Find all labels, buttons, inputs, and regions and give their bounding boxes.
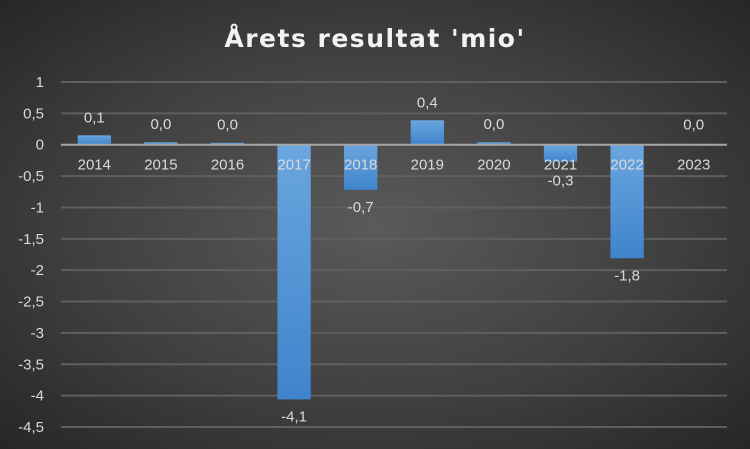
x-tick-label: 2014 (78, 157, 111, 174)
data-label: 0,0 (483, 116, 504, 133)
y-tick-label: -4 (31, 388, 44, 405)
y-tick-label: -2,5 (18, 294, 44, 311)
y-tick-label: -0,5 (18, 168, 44, 185)
y-tick-label: -3,5 (18, 356, 44, 373)
bar-2022 (610, 144, 644, 259)
x-axis-ticks: 2014 2015 2016 2017 2018 2019 2020 2021 2022 2023 (78, 157, 711, 174)
y-axis-ticks: 1 0,5 0 -0,5 -1 -1,5 -2 -2,5 -3 -3,5 -4 -4,5 (18, 74, 44, 436)
x-tick-label: 2017 (277, 157, 310, 174)
y-tick-label: 0 (36, 137, 44, 154)
bar-2017 (277, 144, 311, 400)
y-tick-label: 0,5 (23, 105, 44, 122)
bar-2018 (344, 144, 378, 190)
x-tick-label: 2015 (144, 157, 177, 174)
x-tick-label: 2023 (677, 157, 710, 174)
y-tick-label: 1 (36, 74, 44, 91)
data-label: 0,0 (683, 117, 704, 134)
y-tick-label: -3 (31, 325, 44, 342)
y-tick-label: -1,5 (18, 231, 44, 248)
bar-2019 (410, 120, 444, 145)
bar-2015 (144, 142, 178, 145)
bar-2014 (77, 135, 111, 145)
data-label: 0,0 (150, 116, 171, 133)
y-tick-label: -1 (31, 199, 44, 216)
gridlines (61, 81, 727, 428)
data-label: -0,3 (548, 173, 574, 190)
bars (77, 120, 711, 400)
x-tick-label: 2019 (411, 157, 444, 174)
bar-2020 (477, 142, 511, 145)
data-label: 0,4 (417, 94, 438, 111)
x-tick-label: 2021 (544, 157, 577, 174)
y-tick-label: -2 (31, 262, 44, 279)
x-tick-label: 2018 (344, 157, 377, 174)
bar-2021 (543, 144, 578, 162)
y-tick-label: -4,5 (18, 419, 44, 436)
data-label: 0,1 (84, 109, 105, 126)
x-tick-label: 2016 (211, 157, 244, 174)
data-label: 0,0 (217, 117, 238, 134)
data-label: -0,7 (348, 199, 374, 216)
x-tick-label: 2020 (477, 157, 510, 174)
data-labels: 0,1 0,0 0,0 -4,1 -0,7 0,4 0,0 -0,3 -1,8 0,0 (84, 94, 704, 425)
data-label: -4,1 (281, 408, 307, 425)
chart-title: Årets resultat 'mio' (224, 24, 525, 53)
data-label: -1,8 (614, 267, 640, 284)
x-tick-label: 2022 (610, 157, 643, 174)
